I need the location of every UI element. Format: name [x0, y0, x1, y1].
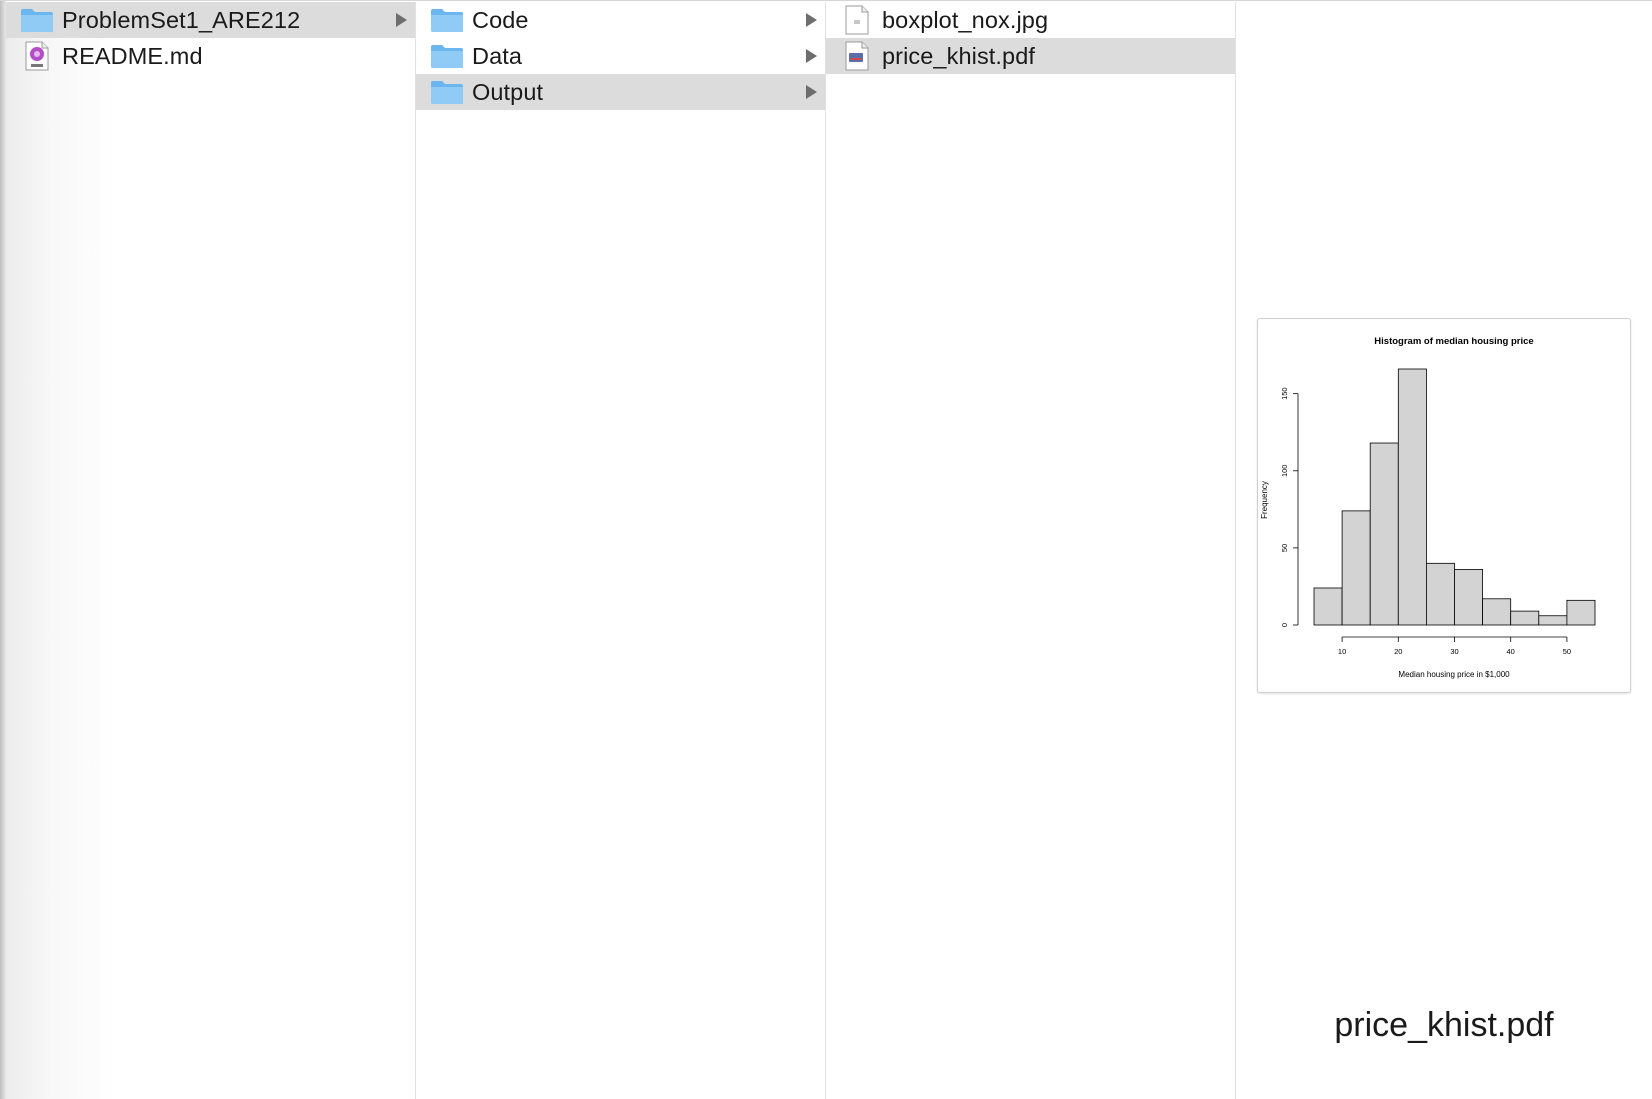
x-tick-label: 10 — [1338, 647, 1346, 656]
window-edge — [0, 1, 6, 1099]
preview-thumbnail[interactable]: Histogram of median housing price Freque… — [1257, 318, 1631, 693]
histogram-bar — [1341, 510, 1371, 626]
y-axis-label: Frequency — [1260, 481, 1269, 519]
disclosure-arrow-icon — [396, 13, 407, 27]
y-tick-label: 0 — [1280, 623, 1289, 627]
disclosure-arrow-icon — [806, 13, 817, 27]
folder-icon — [430, 7, 464, 33]
histogram-bar — [1510, 610, 1540, 626]
image-file-icon — [840, 5, 874, 35]
disclosure-arrow-icon — [806, 85, 817, 99]
row-problemset-folder[interactable]: ProblemSet1_ARE212 — [6, 2, 415, 38]
histogram-bar — [1566, 599, 1596, 626]
histogram-bar — [1313, 587, 1343, 626]
x-axis-label: Median housing price in $1,000 — [1398, 670, 1510, 679]
row-code-folder[interactable]: Code — [416, 2, 825, 38]
row-readme-file[interactable]: README.md — [6, 38, 415, 74]
x-tick-label: 30 — [1450, 647, 1458, 656]
histogram-bar — [1369, 442, 1399, 626]
histogram-bar — [1482, 598, 1512, 626]
histogram-bar — [1397, 368, 1427, 626]
markdown-file-icon — [20, 41, 54, 71]
row-label: README.md — [62, 43, 203, 69]
histogram-chart: Histogram of median housing price Freque… — [1260, 336, 1596, 679]
preview-pane: Histogram of median housing price Freque… — [1236, 2, 1652, 1099]
chart-title: Histogram of median housing price — [1374, 336, 1533, 347]
histogram-bar — [1538, 615, 1568, 626]
row-label: Data — [472, 43, 523, 69]
row-label: boxplot_nox.jpg — [882, 7, 1049, 33]
row-price-khist-file[interactable]: price_khist.pdf — [826, 38, 1235, 74]
preview-filename: price_khist.pdf — [1334, 1006, 1554, 1044]
folder-icon — [430, 79, 464, 105]
row-boxplot-file[interactable]: boxplot_nox.jpg — [826, 2, 1235, 38]
row-label: Code — [472, 7, 529, 33]
column-root[interactable]: ProblemSet1_ARE212 README.md — [6, 2, 416, 1099]
row-label: price_khist.pdf — [882, 43, 1036, 69]
x-tick-label: 50 — [1563, 647, 1571, 656]
row-label: Output — [472, 79, 544, 105]
row-label: ProblemSet1_ARE212 — [62, 7, 301, 33]
histogram-bar — [1454, 569, 1484, 626]
x-tick-label: 20 — [1394, 647, 1402, 656]
histogram-bar — [1425, 562, 1455, 626]
column-problemset[interactable]: Code Data Output — [416, 2, 826, 1099]
x-tick-label: 40 — [1507, 647, 1515, 656]
y-tick-label: 50 — [1280, 544, 1289, 552]
row-data-folder[interactable]: Data — [416, 38, 825, 74]
folder-icon — [20, 7, 54, 33]
row-output-folder[interactable]: Output — [416, 74, 825, 110]
disclosure-arrow-icon — [806, 49, 817, 63]
column-output[interactable]: boxplot_nox.jpg price_khist.pdf — [826, 2, 1236, 1099]
pdf-file-icon — [840, 41, 874, 71]
y-tick-label: 150 — [1280, 387, 1289, 400]
y-tick-label: 100 — [1280, 465, 1289, 478]
folder-icon — [430, 43, 464, 69]
